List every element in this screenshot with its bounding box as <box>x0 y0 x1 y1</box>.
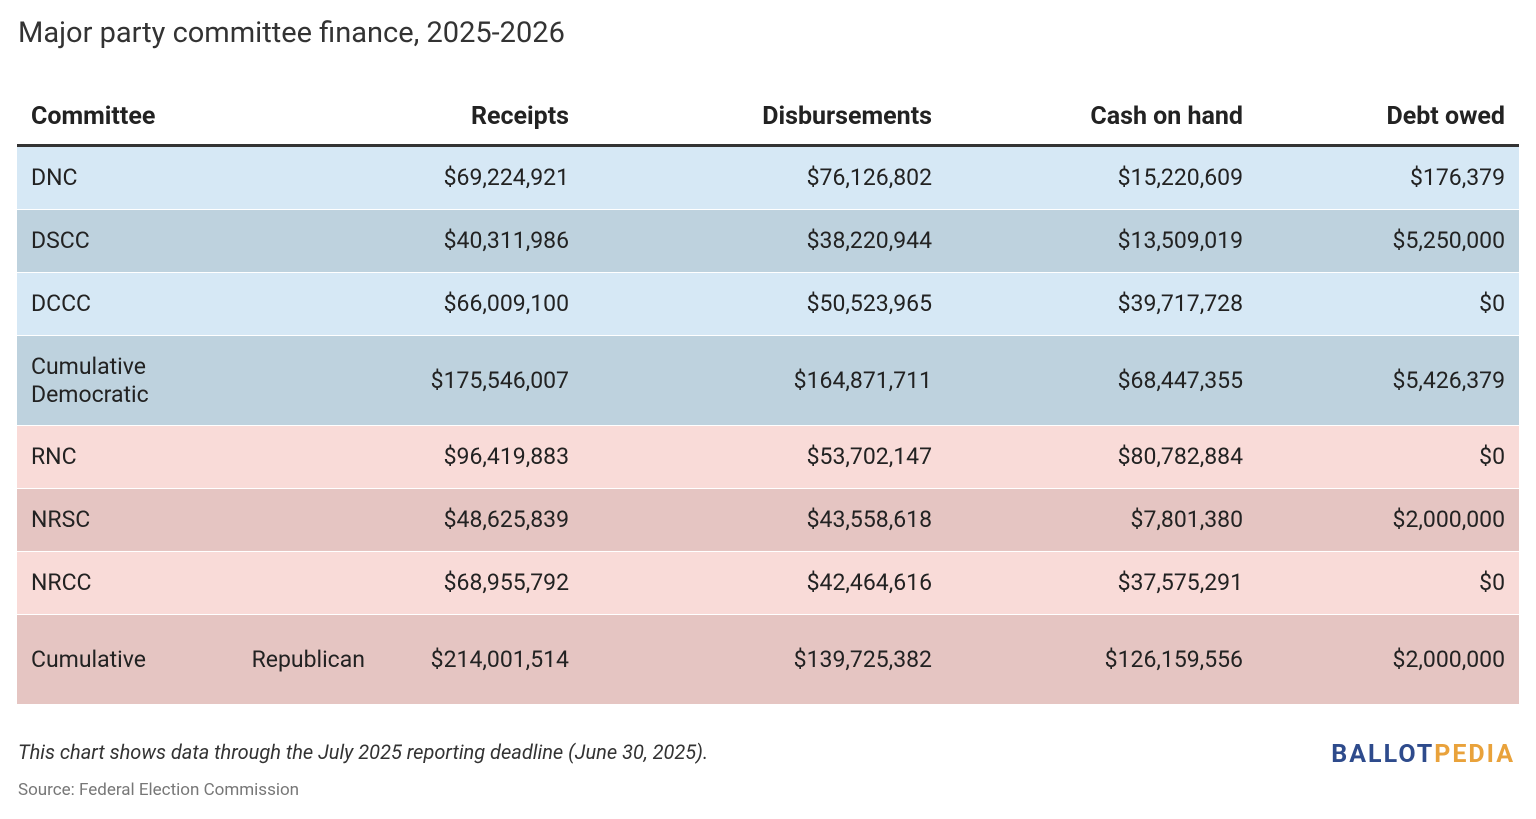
column-header: Debt owed <box>1257 88 1519 147</box>
value-cell: $176,379 <box>1257 145 1519 210</box>
value-cell: $68,955,792 <box>380 551 583 615</box>
committee-cell: DSCC <box>17 209 380 273</box>
value-cell: $53,702,147 <box>583 425 946 489</box>
value-cell: $80,782,884 <box>946 425 1257 489</box>
value-cell: $50,523,965 <box>583 272 946 336</box>
value-cell: $214,001,514 <box>380 614 583 705</box>
value-cell: $5,250,000 <box>1257 209 1519 273</box>
column-header: Receipts <box>380 88 583 147</box>
table-row: RNC $96,419,883 $53,702,147 $80,782,884 $0 <box>17 425 1519 489</box>
column-header: Committee <box>17 88 380 147</box>
committee-cell: DNC <box>17 145 380 210</box>
value-cell: $5,426,379 <box>1257 335 1519 426</box>
table-row: Cumulative Republican $214,001,514 $139,72… <box>17 614 1519 705</box>
value-cell: $0 <box>1257 272 1519 336</box>
value-cell: $40,311,986 <box>380 209 583 273</box>
value-cell: $126,159,556 <box>946 614 1257 705</box>
table-row: NRCC $68,955,792 $42,464,616 $37,575,291 $0 <box>17 551 1519 615</box>
value-cell: $38,220,944 <box>583 209 946 273</box>
value-cell: $39,717,728 <box>946 272 1257 336</box>
value-cell: $2,000,000 <box>1257 488 1519 552</box>
logo-part: BALLOT <box>1331 740 1435 769</box>
title: Major party committee finance, 2025-2026 <box>18 16 565 50</box>
table-row: DNC $69,224,921 $76,126,802 $15,220,609 $176… <box>17 145 1519 210</box>
value-cell: $96,419,883 <box>380 425 583 489</box>
finance-table: Committee Receipts Disbursements Cash on ha… <box>17 88 1519 705</box>
table-header: Committee Receipts Disbursements Cash on ha… <box>17 88 1519 147</box>
column-header: Disbursements <box>583 88 946 147</box>
logo: BALLOTPEDIA <box>1331 740 1515 769</box>
table-row: DCCC $66,009,100 $50,523,965 $39,717,728 $0 <box>17 272 1519 336</box>
column-header: Cash on hand <box>946 88 1257 147</box>
committee-cell: DCCC <box>17 272 380 336</box>
committee-cell: Cumulative Democratic <box>17 335 380 426</box>
committee-cell: NRCC <box>17 551 380 615</box>
value-cell: $175,546,007 <box>380 335 583 426</box>
table-body: DNC $69,224,921 $76,126,802 $15,220,609 $176… <box>17 145 1519 705</box>
committee-cell: Cumulative Republican <box>17 614 380 705</box>
value-cell: $0 <box>1257 425 1519 489</box>
source: Source: Federal Election Commission <box>18 780 300 800</box>
header-row: Committee Receipts Disbursements Cash on ha… <box>17 88 1519 147</box>
value-cell: $7,801,380 <box>946 488 1257 552</box>
note: This chart shows data through the July 2… <box>18 740 709 764</box>
value-cell: $48,625,839 <box>380 488 583 552</box>
value-cell: $0 <box>1257 551 1519 615</box>
value-cell: $76,126,802 <box>583 145 946 210</box>
value-cell: $42,464,616 <box>583 551 946 615</box>
table-row: NRSC $48,625,839 $43,558,618 $7,801,380 $2,0… <box>17 488 1519 552</box>
committee-cell: RNC <box>17 425 380 489</box>
value-cell: $37,575,291 <box>946 551 1257 615</box>
value-cell: $164,871,711 <box>583 335 946 426</box>
table-row: DSCC $40,311,986 $38,220,944 $13,509,019 $5,… <box>17 209 1519 273</box>
value-cell: $43,558,618 <box>583 488 946 552</box>
value-cell: $15,220,609 <box>946 145 1257 210</box>
value-cell: $2,000,000 <box>1257 614 1519 705</box>
value-cell: $139,725,382 <box>583 614 946 705</box>
logo-part: PEDIA <box>1434 740 1515 769</box>
value-cell: $69,224,921 <box>380 145 583 210</box>
value-cell: $66,009,100 <box>380 272 583 336</box>
table-row: Cumulative Democratic $175,546,007 $164,87… <box>17 335 1519 426</box>
committee-cell: NRSC <box>17 488 380 552</box>
value-cell: $13,509,019 <box>946 209 1257 273</box>
value-cell: $68,447,355 <box>946 335 1257 426</box>
